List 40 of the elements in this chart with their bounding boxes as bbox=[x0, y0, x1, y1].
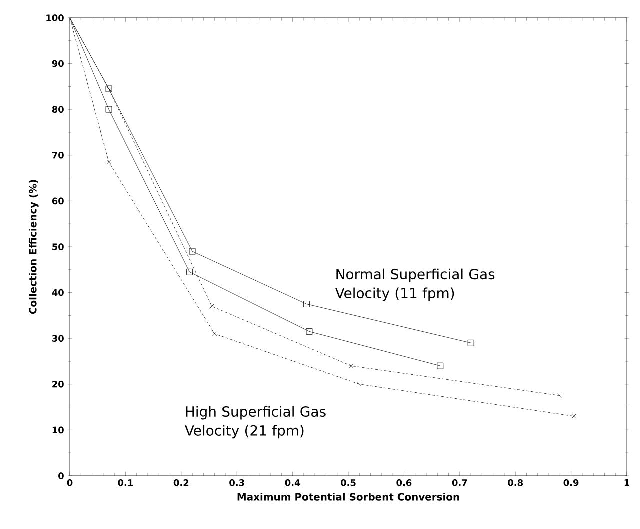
x-tick-label: 0.2 bbox=[174, 480, 189, 486]
point bbox=[106, 106, 112, 113]
y-tick-label: 50 bbox=[52, 244, 64, 250]
point bbox=[437, 362, 444, 370]
point bbox=[558, 394, 562, 398]
y-tick-label: 80 bbox=[52, 106, 64, 113]
point bbox=[468, 340, 474, 346]
point bbox=[304, 301, 310, 308]
x-tick-label: 0.4 bbox=[285, 480, 300, 486]
point bbox=[106, 160, 112, 165]
point bbox=[348, 364, 354, 368]
y-axis-title: Collection Efficiency (%) bbox=[29, 180, 39, 314]
y-tick-label: 70 bbox=[52, 152, 64, 159]
x-tick-label: 0.7 bbox=[452, 480, 468, 486]
x-tick-label: 0.6 bbox=[396, 480, 412, 486]
x-tick-label: 0.5 bbox=[340, 480, 356, 486]
y-tick-label: 90 bbox=[52, 60, 64, 68]
point bbox=[306, 328, 313, 335]
y-tick-label: 10 bbox=[52, 426, 64, 434]
x-tick-label: 0 bbox=[67, 480, 73, 486]
point bbox=[357, 382, 362, 387]
x-tick-label: 0.3 bbox=[230, 480, 244, 486]
y-tick-label: 20 bbox=[52, 380, 64, 388]
point bbox=[189, 248, 196, 255]
annotation: High Superficial Gas Velocity (21 fpm) bbox=[185, 406, 326, 439]
y-tick-label: 30 bbox=[52, 335, 64, 342]
point bbox=[210, 304, 214, 309]
x-axis-title: Maximum Potential Sorbent Conversion bbox=[238, 493, 460, 501]
x-tick-label: 0.1 bbox=[118, 480, 134, 486]
point bbox=[186, 268, 193, 276]
y-tick-label: 0 bbox=[58, 472, 64, 480]
y-tick-label: 60 bbox=[52, 198, 64, 205]
x-tick-label: 0.9 bbox=[564, 480, 579, 486]
point bbox=[212, 332, 218, 336]
x-tick-label: 0.8 bbox=[508, 480, 523, 486]
point bbox=[572, 414, 576, 419]
x-tick-label: 1 bbox=[624, 480, 630, 486]
y-tick-label: 100 bbox=[46, 14, 64, 22]
y-tick-label: 40 bbox=[52, 289, 64, 296]
annotation: Normal Superficial Gas Velocity (11 fpm) bbox=[335, 268, 495, 302]
